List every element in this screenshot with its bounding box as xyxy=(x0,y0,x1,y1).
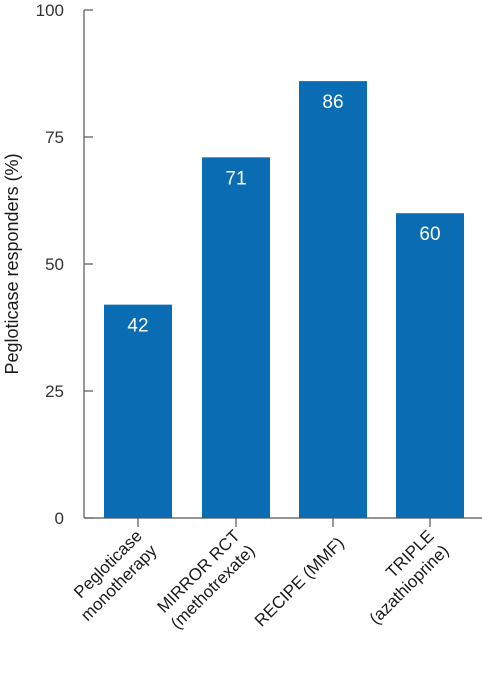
y-tick-label: 75 xyxy=(45,128,64,147)
y-tick-label: 0 xyxy=(55,509,64,528)
x-category-label: Pegloticasemonotherapy xyxy=(62,526,161,625)
bar xyxy=(202,157,270,518)
bar-value-label: 42 xyxy=(127,316,148,337)
y-tick-label: 25 xyxy=(45,382,64,401)
bar-value-label: 86 xyxy=(322,92,343,113)
x-category-label: TRIPLE(azathioprine) xyxy=(351,526,453,628)
y-tick-label: 50 xyxy=(45,255,64,274)
bar-value-label: 71 xyxy=(225,168,246,189)
bar-value-label: 60 xyxy=(419,224,440,245)
x-category-label: RECIPE (MMF) xyxy=(251,533,348,630)
bar xyxy=(396,213,464,518)
y-tick-label: 100 xyxy=(36,1,64,20)
bar xyxy=(299,81,367,519)
x-category-label: MIRROR RCT(methotrexate) xyxy=(152,526,258,632)
bar xyxy=(104,304,172,518)
y-axis-title: Pegloticase responders (%) xyxy=(2,153,22,374)
